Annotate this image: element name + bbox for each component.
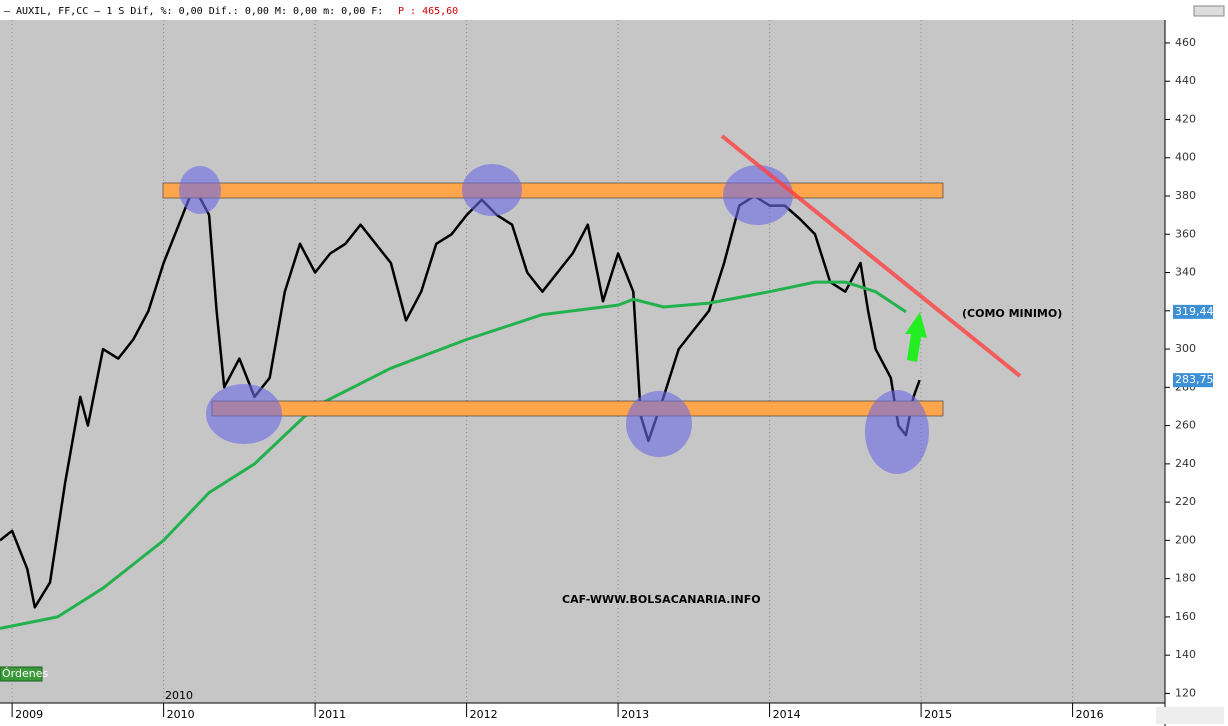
- x-label: 2010: [165, 689, 193, 702]
- y-tick-label: 400: [1175, 151, 1196, 164]
- y-tick-label: 200: [1175, 533, 1196, 546]
- x-tick-label: 2013: [621, 708, 649, 721]
- y-tick-label: 260: [1175, 419, 1196, 432]
- y-tick-label: 460: [1175, 36, 1196, 49]
- series-line: [0, 280, 907, 630]
- y-tick-label: 420: [1175, 112, 1196, 125]
- x-tick-label: 2014: [773, 708, 801, 721]
- y-tick-label: 120: [1175, 686, 1196, 699]
- y-tick-label: 160: [1175, 610, 1196, 623]
- resistance-band: [162, 182, 944, 199]
- x-tick-label: 2011: [318, 708, 346, 721]
- support-band: [211, 400, 944, 417]
- annotation: (COMO MINIMO): [962, 307, 1062, 320]
- y-tick-label: 220: [1175, 495, 1196, 508]
- last-value-box: [1173, 373, 1213, 388]
- window-controls[interactable]: [1193, 5, 1225, 17]
- annotation: CAF-WWW.BOLSACANARIA.INFO: [562, 593, 761, 606]
- orders-button-label: Órdenes: [2, 667, 48, 680]
- toolbar[interactable]: [1156, 707, 1224, 724]
- y-tick-label: 360: [1175, 227, 1196, 240]
- arrow: [905, 312, 927, 362]
- x-tick-label: 2012: [470, 708, 498, 721]
- header-price: P : 465,60: [398, 6, 458, 17]
- last-value-label: 283,75: [1175, 373, 1214, 386]
- y-tick-label: 180: [1175, 572, 1196, 585]
- y-tick-label: 240: [1175, 457, 1196, 470]
- y-tick-label: 140: [1175, 648, 1196, 661]
- y-tick-label: 300: [1175, 342, 1196, 355]
- last-value-box: [1173, 304, 1213, 319]
- y-tick-label: 340: [1175, 266, 1196, 279]
- x-tick-label: 2015: [924, 708, 952, 721]
- y-tick-label: 440: [1175, 74, 1196, 87]
- y-tick-label: 380: [1175, 189, 1196, 202]
- last-value-label: 319,44: [1175, 305, 1214, 318]
- header-text: – AUXIL, FF,CC – 1 S Dif, %: 0,00 Dif.: …: [4, 6, 383, 17]
- x-tick-label: 2016: [1076, 708, 1104, 721]
- plot-area: [0, 20, 1165, 703]
- trend-line: [720, 134, 1022, 378]
- x-tick-label: 2009: [15, 708, 43, 721]
- highlight-circles: [179, 164, 929, 474]
- orders-button[interactable]: [0, 666, 43, 682]
- x-tick-label: 2010: [167, 708, 195, 721]
